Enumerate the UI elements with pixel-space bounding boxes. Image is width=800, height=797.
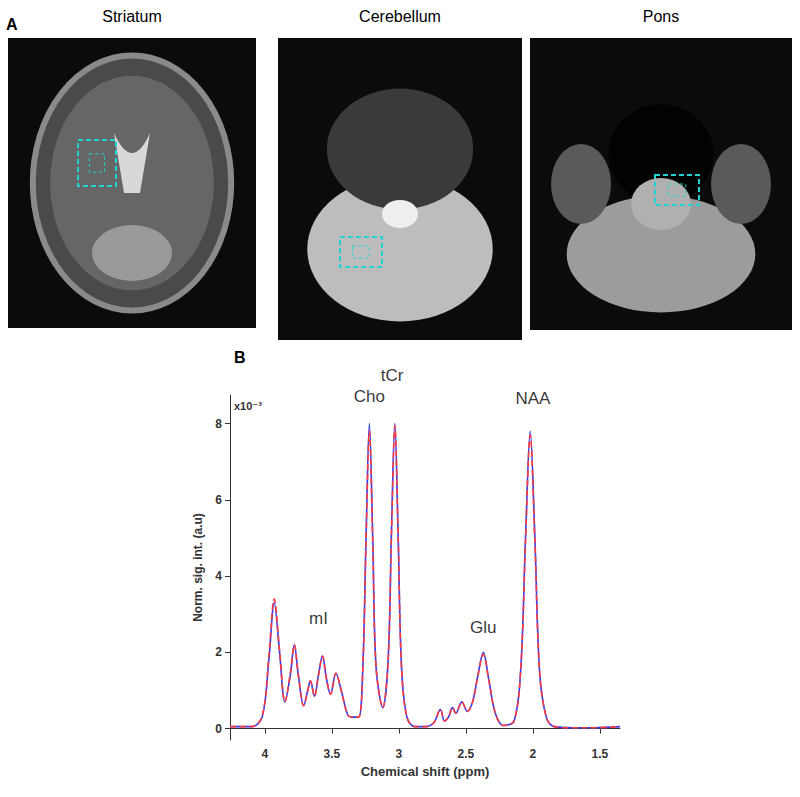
- svg-text:Striatum: Striatum: [102, 8, 162, 25]
- svg-text:8: 8: [215, 417, 222, 431]
- svg-text:Cerebellum: Cerebellum: [359, 8, 441, 25]
- svg-text:2: 2: [215, 645, 222, 659]
- svg-text:mI: mI: [309, 609, 328, 628]
- svg-text:B: B: [234, 349, 246, 366]
- svg-text:4: 4: [262, 747, 269, 761]
- svg-text:Norm. sig. int. (a.u): Norm. sig. int. (a.u): [191, 513, 205, 622]
- svg-text:2: 2: [530, 747, 537, 761]
- svg-text:3: 3: [396, 747, 403, 761]
- svg-text:Glu: Glu: [470, 618, 496, 637]
- svg-text:3.5: 3.5: [324, 747, 341, 761]
- svg-text:1.5: 1.5: [592, 747, 609, 761]
- svg-text:2.5: 2.5: [458, 747, 475, 761]
- svg-text:tCr: tCr: [381, 366, 404, 385]
- svg-text:6: 6: [215, 493, 222, 507]
- svg-text:A: A: [6, 16, 18, 33]
- svg-text:0: 0: [215, 722, 222, 736]
- svg-text:4: 4: [215, 569, 222, 583]
- svg-text:Chemical shift (ppm): Chemical shift (ppm): [361, 764, 490, 779]
- svg-text:Pons: Pons: [643, 8, 679, 25]
- svg-text:x10⁻³: x10⁻³: [234, 400, 262, 412]
- svg-text:NAA: NAA: [515, 389, 551, 408]
- svg-text:Cho: Cho: [354, 387, 385, 406]
